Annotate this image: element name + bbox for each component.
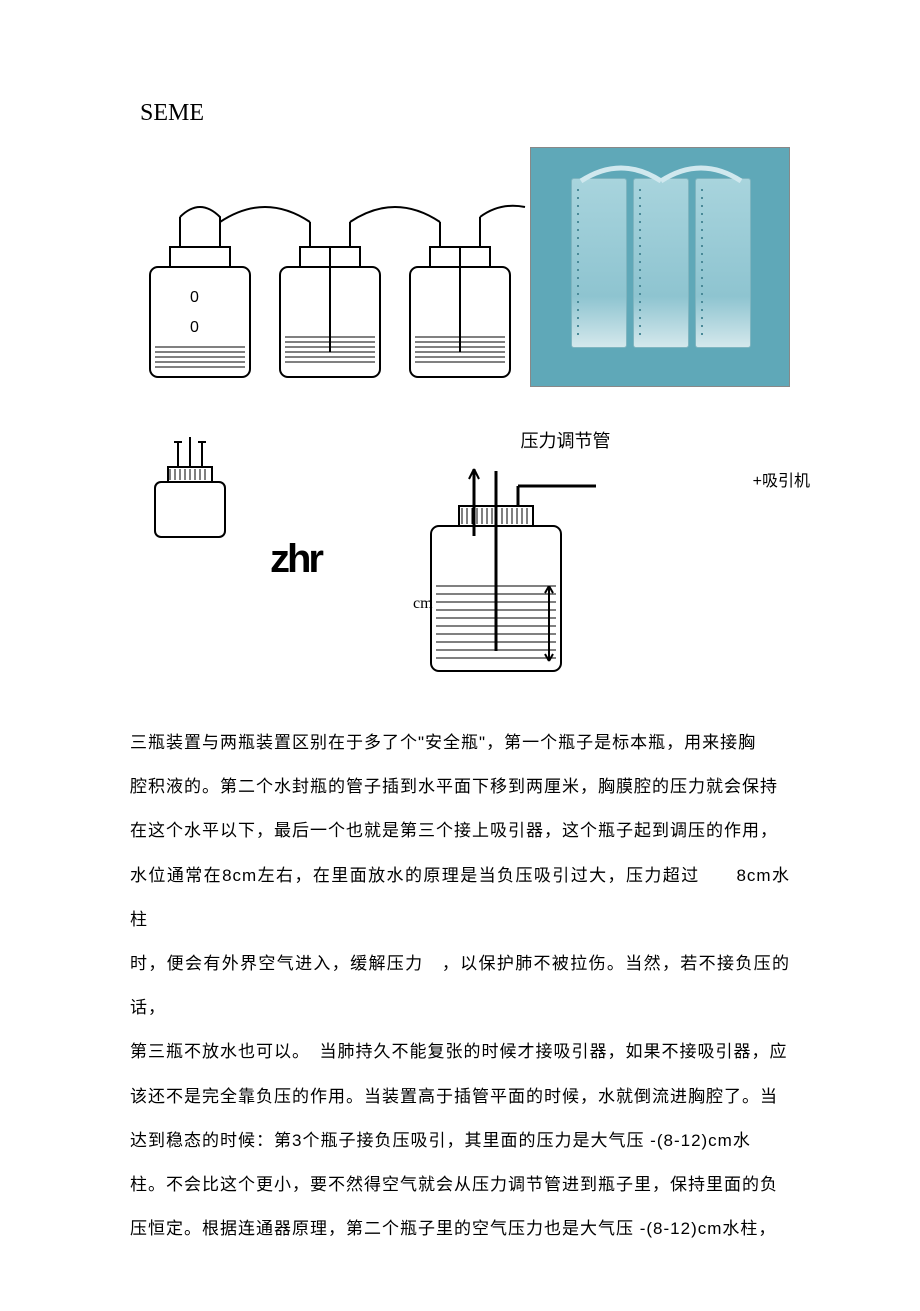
para-5: 第三瓶不放水也可以。 当肺持久不能复张的时候才接吸引器，如果不接吸引器，应 [130,1030,790,1074]
svg-text:0: 0 [190,319,199,336]
svg-text:0: 0 [190,289,199,306]
drainage-device-photo [530,147,790,387]
para-8: 柱。不会比这个更小，要不然得空气就会从压力调节管进到瓶子里，保持里面的负 [130,1163,790,1207]
zhr-label: zhr [270,537,321,582]
para-4: 时，便会有外界空气进入，缓解压力 ，以保护肺不被拉伤。当然，若不接负压的话， [130,942,790,1030]
document-page: SEME 0 0 [0,0,920,1311]
body-text: 三瓶装置与两瓶装置区别在于多了个"安全瓶"，第一个瓶子是标本瓶，用来接胸 腔积液… [130,721,790,1251]
para-3: 水位通常在8cm左右，在里面放水的原理是当负压吸引过大，压力超过 8cm水柱 [130,854,790,942]
small-bottle-diagram [130,427,250,547]
pressure-tube-label: 压力调节管 [341,427,790,453]
para-7: 达到稳态的时候：第3个瓶子接负压吸引，其里面的压力是大气压 -(8-12)cm水 [130,1119,790,1163]
para-0: 三瓶装置与两瓶装置区别在于多了个"安全瓶"，第一个瓶子是标本瓶，用来接胸 [130,721,790,765]
three-bottle-diagram: 0 0 [130,187,530,387]
cm-label: cm [413,595,433,613]
figure-row-top: 0 0 [130,147,790,387]
seme-heading: SEME [140,100,790,127]
para-2: 在这个水平以下，最后一个也就是第三个接上吸引器，这个瓶子起到调压的作用， [130,809,790,853]
para-9: 压恒定。根据连通器原理，第二个瓶子里的空气压力也是大气压 -(8-12)cm水柱… [130,1207,790,1251]
pressure-bottle-diagram: 压力调节管 [341,427,790,681]
figure-row-bottom: zhr 压力调节管 [130,427,790,681]
para-6: 该还不是完全靠负压的作用。当装置高于插管平面的时候，水就倒流进胸腔了。当 [130,1075,790,1119]
para-1: 腔积液的。第二个水封瓶的管子插到水平面下移到两厘米，胸膜腔的压力就会保持 [130,765,790,809]
suction-label: +吸引机 [753,467,810,491]
